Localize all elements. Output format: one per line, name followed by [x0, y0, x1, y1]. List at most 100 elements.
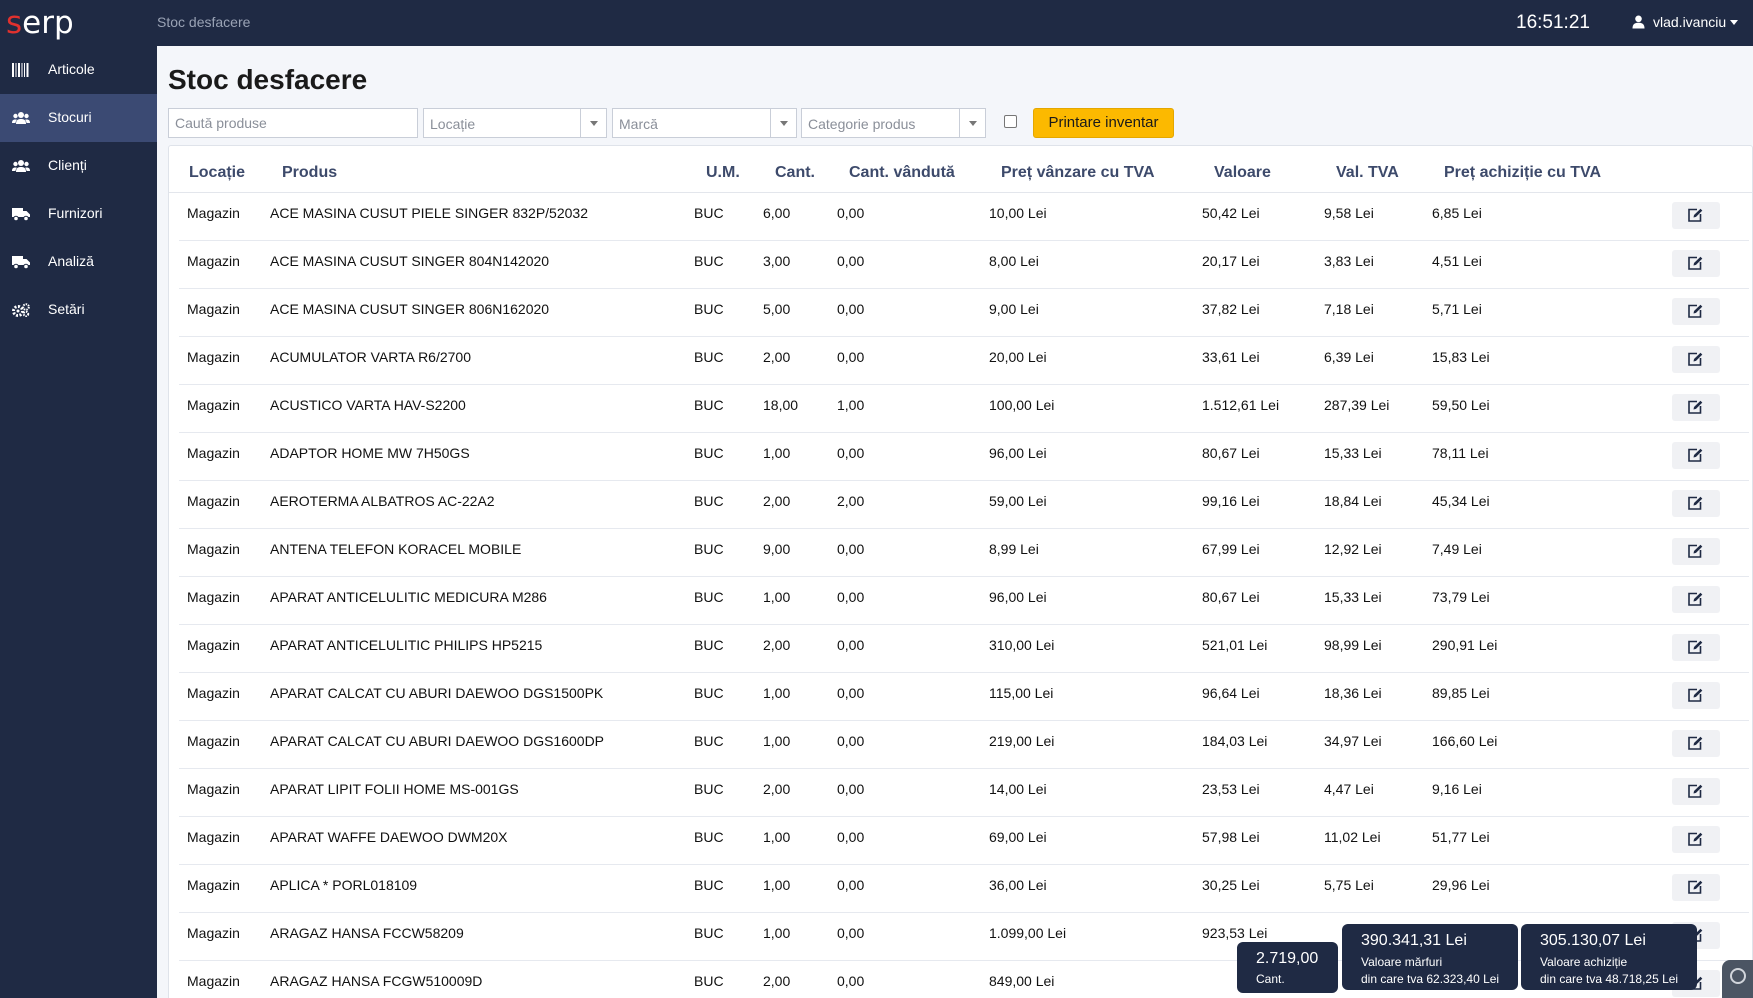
- summary-goods-vat: din care tva 62.323,40 Lei: [1361, 972, 1500, 986]
- cell-value: 1.512,61 Lei: [1202, 397, 1280, 413]
- column-header-location[interactable]: Locație: [189, 164, 246, 181]
- summary-purchase-card: 305.130,07 Lei Valoare achiziție din car…: [1521, 924, 1697, 990]
- edit-button[interactable]: [1672, 586, 1720, 613]
- location-select[interactable]: Locație: [423, 108, 607, 138]
- cell-qty-sold: 0,00: [837, 685, 865, 701]
- cell-product: APARAT LIPIT FOLII HOME MS-001GS: [270, 781, 519, 797]
- summary-qty-label: Cant.: [1256, 972, 1285, 986]
- column-header-um[interactable]: U.M.: [706, 164, 740, 181]
- cell-qty-sold: 0,00: [837, 637, 865, 653]
- summary-qty-card: 2.719,00 Cant.: [1237, 942, 1338, 993]
- sidebar-item-analiza[interactable]: Analiză: [0, 238, 157, 286]
- column-header-product[interactable]: Produs: [282, 164, 338, 181]
- cell-um: BUC: [694, 541, 724, 557]
- cell-vat: 15,33 Lei: [1324, 589, 1382, 605]
- edit-button[interactable]: [1672, 394, 1720, 421]
- widget-toggle-button[interactable]: [1722, 960, 1753, 998]
- user-menu[interactable]: vlad.ivanciu: [1632, 14, 1739, 30]
- cell-qty: 3,00: [763, 253, 791, 269]
- stock-table: Locație Produs U.M. Cant. Cant. vândută …: [168, 145, 1753, 998]
- cell-um: BUC: [694, 349, 724, 365]
- edit-button[interactable]: [1672, 538, 1720, 565]
- cell-product: ACUSTICO VARTA HAV-S2200: [270, 397, 466, 413]
- truck-icon: [12, 256, 30, 269]
- cell-sale-price: 8,00 Lei: [989, 253, 1039, 269]
- column-header-qty-sold[interactable]: Cant. vândută: [849, 164, 955, 181]
- sidebar-item-articole[interactable]: Articole: [0, 46, 157, 94]
- edit-button[interactable]: [1672, 682, 1720, 709]
- edit-button[interactable]: [1672, 442, 1720, 469]
- table-row: Magazin ADAPTOR HOME MW 7H50GS BUC 1,00 0,00…: [179, 433, 1749, 481]
- edit-button[interactable]: [1672, 490, 1720, 517]
- sidebar-item-label: Setări: [48, 301, 85, 317]
- app-logo[interactable]: serp: [6, 5, 74, 41]
- edit-button[interactable]: [1672, 634, 1720, 661]
- sidebar-item-label: Analiză: [48, 253, 94, 269]
- edit-button[interactable]: [1672, 346, 1720, 373]
- cell-purchase-price: 9,16 Lei: [1432, 781, 1482, 797]
- cell-location: Magazin: [187, 589, 240, 605]
- cell-um: BUC: [694, 733, 724, 749]
- column-header-value[interactable]: Valoare: [1214, 164, 1271, 181]
- edit-button[interactable]: [1672, 730, 1720, 757]
- brand-select[interactable]: Marcă: [612, 108, 797, 138]
- cell-qty-sold: 0,00: [837, 541, 865, 557]
- sidebar-item-setari[interactable]: Setări: [0, 286, 157, 334]
- cell-sale-price: 59,00 Lei: [989, 493, 1047, 509]
- cell-purchase-price: 73,79 Lei: [1432, 589, 1490, 605]
- category-select[interactable]: Categorie produs: [801, 108, 986, 138]
- table-row: Magazin APARAT CALCAT CU ABURI DAEWOO DGS…: [179, 673, 1749, 721]
- sidebar: Articole Stocuri Clienți Furnizori Anali…: [0, 46, 157, 998]
- top-bar: serp Stoc desfacere 16:51:21 vlad.ivanci…: [0, 0, 1753, 46]
- cell-purchase-price: 15,83 Lei: [1432, 349, 1490, 365]
- table-header: Locație Produs U.M. Cant. Cant. vândută …: [169, 146, 1752, 193]
- edit-button[interactable]: [1672, 202, 1720, 229]
- filter-checkbox[interactable]: [1004, 115, 1017, 128]
- edit-button[interactable]: [1672, 298, 1720, 325]
- edit-icon: [1688, 496, 1703, 510]
- cell-value: 30,25 Lei: [1202, 877, 1260, 893]
- cell-location: Magazin: [187, 205, 240, 221]
- sidebar-item-label: Clienți: [48, 157, 87, 173]
- cell-vat: 3,83 Lei: [1324, 253, 1374, 269]
- edit-button[interactable]: [1672, 874, 1720, 901]
- cell-sale-price: 9,00 Lei: [989, 301, 1039, 317]
- cell-purchase-price: 59,50 Lei: [1432, 397, 1490, 413]
- edit-button[interactable]: [1672, 250, 1720, 277]
- cell-um: BUC: [694, 397, 724, 413]
- edit-icon: [1688, 256, 1703, 270]
- edit-button[interactable]: [1672, 826, 1720, 853]
- cell-qty-sold: 0,00: [837, 205, 865, 221]
- sidebar-item-label: Articole: [48, 61, 95, 77]
- cell-um: BUC: [694, 637, 724, 653]
- sidebar-item-stocuri[interactable]: Stocuri: [0, 94, 157, 142]
- cell-sale-price: 1.099,00 Lei: [989, 925, 1067, 941]
- sidebar-item-furnizori[interactable]: Furnizori: [0, 190, 157, 238]
- print-inventory-button[interactable]: Printare inventar: [1033, 108, 1174, 138]
- cell-product: APARAT ANTICELULITIC MEDICURA M286: [270, 589, 547, 605]
- cell-qty: 1,00: [763, 877, 791, 893]
- cell-location: Magazin: [187, 685, 240, 701]
- column-header-vat[interactable]: Val. TVA: [1336, 164, 1399, 181]
- edit-button[interactable]: [1672, 778, 1720, 805]
- cell-vat: 15,33 Lei: [1324, 445, 1382, 461]
- sidebar-item-clienti[interactable]: Clienți: [0, 142, 157, 190]
- cell-purchase-price: 5,71 Lei: [1432, 301, 1482, 317]
- column-header-sale-price[interactable]: Preț vânzare cu TVA: [1001, 164, 1155, 181]
- cell-qty-sold: 0,00: [837, 445, 865, 461]
- edit-icon: [1688, 640, 1703, 654]
- cell-value: 923,53 Lei: [1202, 925, 1268, 941]
- summary-goods-label: Valoare mărfuri: [1361, 955, 1443, 969]
- cell-purchase-price: 78,11 Lei: [1432, 445, 1489, 461]
- cell-qty-sold: 0,00: [837, 733, 865, 749]
- cell-vat: 5,75 Lei: [1324, 877, 1374, 893]
- cell-value: 50,42 Lei: [1202, 205, 1260, 221]
- search-input[interactable]: [168, 108, 418, 138]
- column-header-qty[interactable]: Cant.: [775, 164, 815, 181]
- column-header-purchase-price[interactable]: Preț achiziție cu TVA: [1444, 164, 1602, 181]
- cell-vat: 18,36 Lei: [1324, 685, 1382, 701]
- cell-qty: 1,00: [763, 589, 791, 605]
- cell-location: Magazin: [187, 397, 240, 413]
- cell-vat: 11,02 Lei: [1324, 829, 1381, 845]
- edit-icon: [1688, 352, 1703, 366]
